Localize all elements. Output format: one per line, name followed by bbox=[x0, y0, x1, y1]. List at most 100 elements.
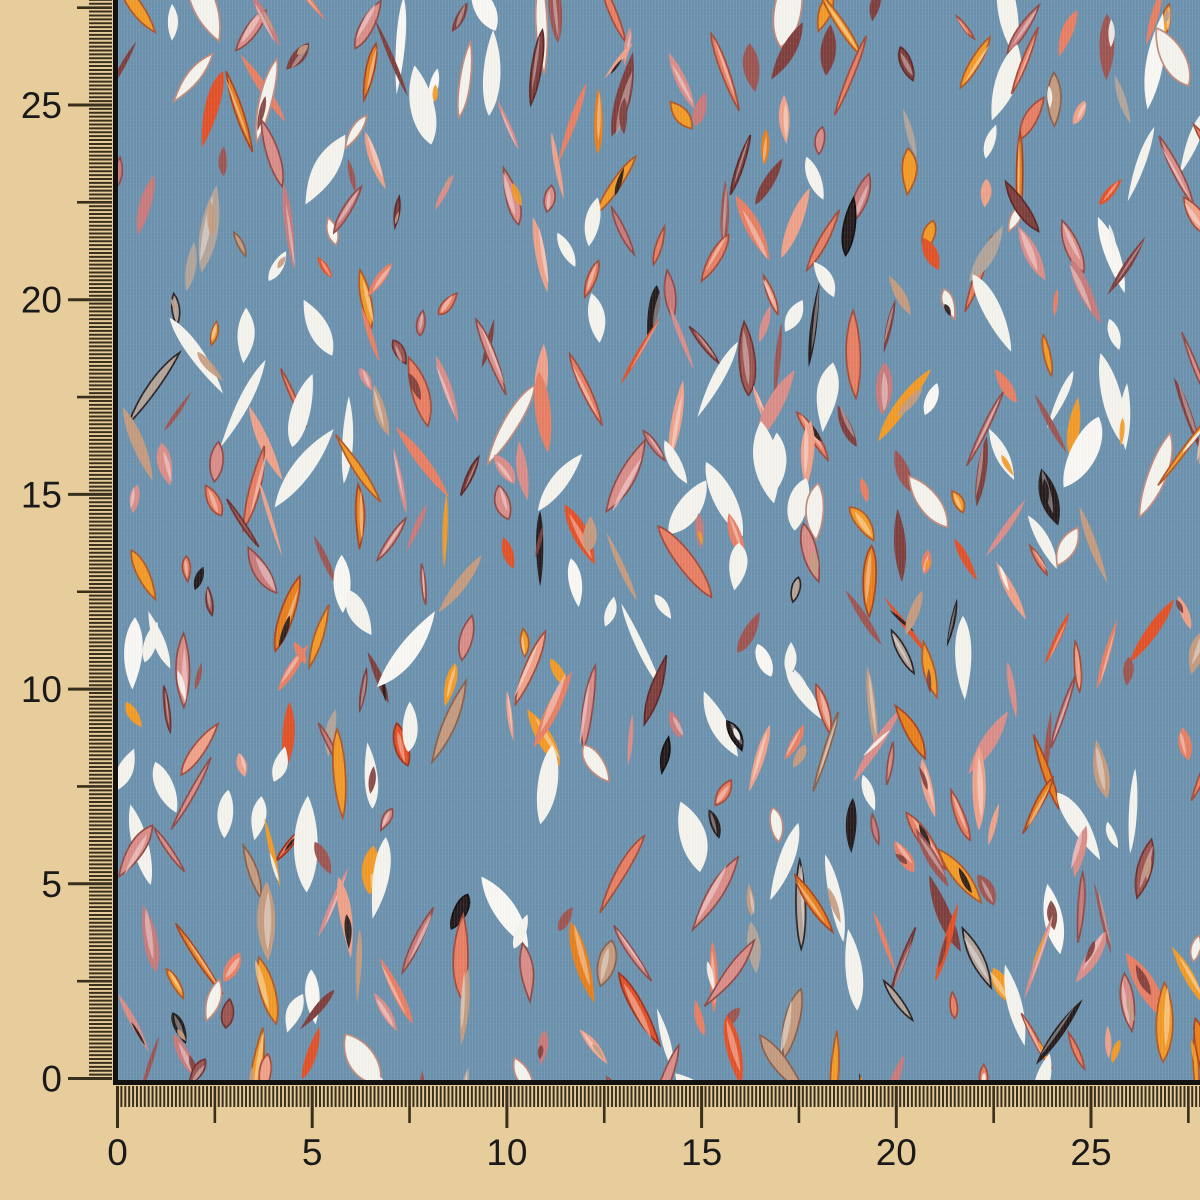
print-petal bbox=[611, 52, 634, 137]
print-petal bbox=[1060, 218, 1086, 274]
print-petal bbox=[118, 748, 135, 792]
print-petal bbox=[305, 134, 346, 205]
print-petal bbox=[588, 292, 606, 343]
print-petal bbox=[594, 88, 603, 155]
print-petal bbox=[209, 319, 219, 347]
print-petal bbox=[668, 304, 694, 370]
print-petal bbox=[1096, 618, 1118, 690]
print-petal bbox=[605, 1075, 633, 1080]
print-petal bbox=[272, 746, 288, 782]
print-petal bbox=[494, 454, 516, 484]
print-petal bbox=[905, 590, 923, 635]
print-petal bbox=[232, 230, 247, 258]
print-petal bbox=[393, 194, 401, 231]
print-petal bbox=[968, 711, 1009, 774]
print-petal bbox=[759, 1033, 810, 1080]
print-petal bbox=[606, 532, 637, 601]
print-petal bbox=[1119, 971, 1136, 1034]
print-petal bbox=[795, 856, 807, 952]
print-petal bbox=[419, 1070, 426, 1080]
print-petal bbox=[301, 1026, 320, 1080]
print-petal bbox=[723, 1015, 743, 1080]
print-petal bbox=[225, 70, 254, 153]
print-petal bbox=[358, 267, 374, 331]
print-petal bbox=[890, 628, 916, 676]
print-petal bbox=[1138, 431, 1174, 519]
print-petal bbox=[946, 598, 958, 648]
print-petal bbox=[165, 967, 185, 1000]
print-petal bbox=[217, 789, 234, 839]
print-petal bbox=[921, 639, 939, 700]
print-petal bbox=[1093, 739, 1110, 799]
print-petal bbox=[627, 713, 634, 766]
print-petal bbox=[1070, 825, 1088, 878]
print-petal bbox=[164, 391, 192, 431]
centimeter-label: 0 bbox=[41, 1059, 62, 1100]
print-petal bbox=[688, 325, 721, 366]
print-petal bbox=[961, 925, 993, 991]
print-petal bbox=[833, 35, 868, 116]
centimeter-label: 5 bbox=[302, 1132, 323, 1173]
print-petal bbox=[444, 662, 458, 707]
print-petal bbox=[1010, 26, 1040, 95]
print-petal bbox=[1079, 506, 1108, 584]
print-petal bbox=[663, 267, 677, 322]
print-petal bbox=[248, 406, 283, 481]
print-petal bbox=[1018, 225, 1046, 281]
print-petal bbox=[354, 481, 366, 550]
print-petal bbox=[222, 952, 241, 982]
print-petal bbox=[950, 787, 971, 842]
print-petal bbox=[118, 0, 157, 34]
print-petal bbox=[778, 94, 790, 144]
print-petal bbox=[451, 2, 468, 32]
print-petal bbox=[471, 0, 498, 31]
print-petal bbox=[692, 92, 707, 127]
print-petal bbox=[935, 902, 959, 982]
print-petal bbox=[894, 449, 913, 493]
print-petal bbox=[569, 921, 595, 1004]
print-petal bbox=[951, 489, 966, 514]
print-petal bbox=[175, 630, 191, 710]
print-petal bbox=[180, 721, 220, 777]
print-petal bbox=[901, 146, 918, 197]
print-petal bbox=[193, 566, 204, 591]
print-petal bbox=[805, 481, 825, 542]
print-petal bbox=[459, 968, 470, 1046]
print-petal bbox=[668, 380, 685, 463]
centimeter-label: 10 bbox=[21, 669, 62, 710]
print-petal bbox=[805, 156, 824, 200]
print-petal bbox=[762, 272, 779, 317]
print-petal bbox=[204, 484, 224, 517]
print-petal bbox=[358, 368, 373, 392]
print-petal bbox=[814, 125, 826, 156]
print-petal bbox=[898, 45, 915, 82]
print-petal bbox=[1032, 734, 1060, 811]
print-petal bbox=[690, 855, 740, 933]
print-petal bbox=[148, 611, 171, 669]
centimeter-label: 25 bbox=[1070, 1132, 1111, 1173]
print-petal bbox=[118, 993, 149, 1052]
print-petal bbox=[532, 216, 549, 293]
print-petal bbox=[596, 939, 618, 988]
print-petal bbox=[209, 440, 225, 484]
print-petal bbox=[167, 3, 179, 41]
print-petal bbox=[758, 305, 771, 343]
print-petal bbox=[694, 999, 705, 1036]
print-petal bbox=[923, 383, 939, 416]
print-petal bbox=[1105, 821, 1119, 849]
print-petal bbox=[668, 52, 695, 109]
print-petal bbox=[1134, 837, 1155, 900]
print-petal bbox=[769, 432, 787, 494]
print-petal bbox=[537, 453, 583, 512]
print-petal bbox=[529, 27, 545, 108]
print-petal bbox=[642, 429, 666, 463]
centimeter-label: 15 bbox=[681, 1132, 722, 1173]
print-petal bbox=[557, 232, 576, 267]
print-petal bbox=[347, 158, 356, 193]
print-petal bbox=[746, 883, 755, 916]
print-petal bbox=[172, 52, 215, 104]
print-petal bbox=[878, 368, 932, 442]
bottom-ruler-ticks bbox=[116, 1086, 1200, 1128]
print-petal bbox=[420, 563, 427, 606]
print-petal bbox=[1028, 543, 1049, 577]
